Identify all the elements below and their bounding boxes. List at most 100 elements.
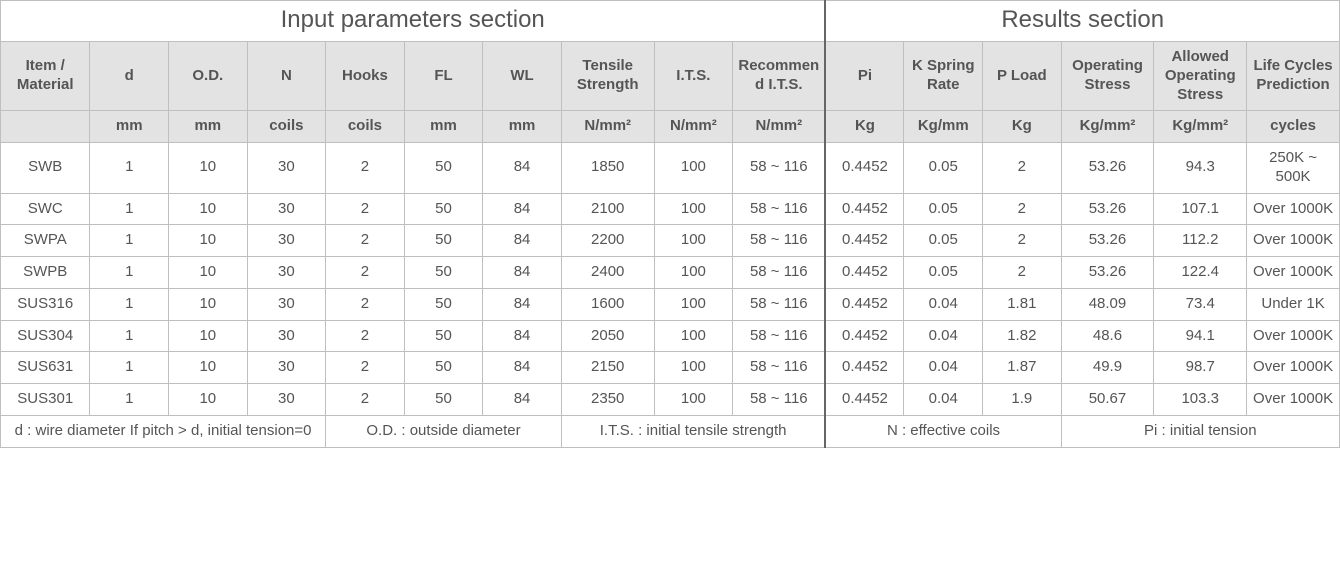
header-allowed-operating-stress: Allowed Operating Stress (1154, 42, 1247, 111)
table-cell: Over 1000K (1247, 193, 1340, 225)
table-cell: 100 (654, 288, 733, 320)
unit-op-stress: Kg/mm² (1061, 111, 1154, 143)
table-cell: 0.4452 (825, 257, 904, 289)
table-cell: 0.4452 (825, 384, 904, 416)
table-cell: 50 (404, 225, 483, 257)
table-cell: Over 1000K (1247, 225, 1340, 257)
table-cell: 122.4 (1154, 257, 1247, 289)
header-life-cycles: Life Cycles Prediction (1247, 42, 1340, 111)
table-cell: 1.81 (983, 288, 1062, 320)
units-row: mm mm coils coils mm mm N/mm² N/mm² N/mm… (1, 111, 1340, 143)
table-cell: Over 1000K (1247, 257, 1340, 289)
footnote-pi: Pi : initial tension (1061, 415, 1339, 447)
table-cell: SUS631 (1, 352, 90, 384)
table-cell: 2 (326, 257, 405, 289)
header-hooks: Hooks (326, 42, 405, 111)
table-cell: 50.67 (1061, 384, 1154, 416)
table-cell: 10 (169, 320, 248, 352)
table-row: SUS3041103025084205010058 ~ 1160.44520.0… (1, 320, 1340, 352)
table-cell: 84 (483, 143, 562, 194)
table-cell: 1 (90, 143, 169, 194)
unit-fl: mm (404, 111, 483, 143)
results-section-title: Results section (825, 1, 1339, 42)
unit-n: coils (247, 111, 326, 143)
table-cell: Under 1K (1247, 288, 1340, 320)
table-cell: 84 (483, 384, 562, 416)
table-cell: 30 (247, 352, 326, 384)
table-cell: 0.4452 (825, 288, 904, 320)
table-cell: 100 (654, 352, 733, 384)
table-cell: 84 (483, 257, 562, 289)
table-cell: 100 (654, 193, 733, 225)
table-cell: 30 (247, 288, 326, 320)
unit-item (1, 111, 90, 143)
table-row: SUS3011103025084235010058 ~ 1160.44520.0… (1, 384, 1340, 416)
table-cell: SWB (1, 143, 90, 194)
table-cell: 58 ~ 116 (733, 225, 826, 257)
table-cell: 50 (404, 193, 483, 225)
table-cell: 94.1 (1154, 320, 1247, 352)
header-tensile-strength: Tensile Strength (561, 42, 654, 111)
table-cell: 0.04 (904, 384, 983, 416)
table-cell: SUS304 (1, 320, 90, 352)
table-row: SUS6311103025084215010058 ~ 1160.44520.0… (1, 352, 1340, 384)
table-cell: 1.82 (983, 320, 1062, 352)
table-cell: Over 1000K (1247, 320, 1340, 352)
table-cell: 112.2 (1154, 225, 1247, 257)
table-cell: 58 ~ 116 (733, 288, 826, 320)
table-cell: 84 (483, 288, 562, 320)
header-pi: Pi (825, 42, 904, 111)
table-cell: 30 (247, 257, 326, 289)
table-cell: 1.87 (983, 352, 1062, 384)
table-cell: 30 (247, 320, 326, 352)
table-cell: 0.04 (904, 320, 983, 352)
footnote-its: I.T.S. : initial tensile strength (561, 415, 825, 447)
table-cell: 53.26 (1061, 225, 1154, 257)
table-cell: 100 (654, 320, 733, 352)
table-cell: 2400 (561, 257, 654, 289)
unit-its: N/mm² (654, 111, 733, 143)
table-cell: 1 (90, 320, 169, 352)
unit-d: mm (90, 111, 169, 143)
table-cell: 58 ~ 116 (733, 352, 826, 384)
footnote-d: d : wire diameter If pitch > d, initial … (1, 415, 326, 447)
unit-tensile: N/mm² (561, 111, 654, 143)
table-cell: 53.26 (1061, 143, 1154, 194)
table-cell: 98.7 (1154, 352, 1247, 384)
table-cell: SWPA (1, 225, 90, 257)
table-cell: 30 (247, 193, 326, 225)
table-cell: Over 1000K (1247, 384, 1340, 416)
table-cell: 1 (90, 288, 169, 320)
table-cell: 0.05 (904, 143, 983, 194)
table-cell: 0.4452 (825, 352, 904, 384)
table-cell: 10 (169, 257, 248, 289)
table-row: SWPB1103025084240010058 ~ 1160.44520.052… (1, 257, 1340, 289)
input-section-title: Input parameters section (1, 1, 826, 42)
table-cell: 2 (326, 288, 405, 320)
table-cell: 48.09 (1061, 288, 1154, 320)
table-cell: 58 ~ 116 (733, 320, 826, 352)
table-cell: 250K ~ 500K (1247, 143, 1340, 194)
header-row: Item / Material d O.D. N Hooks FL WL Ten… (1, 42, 1340, 111)
header-operating-stress: Operating Stress (1061, 42, 1154, 111)
table-row: SWC1103025084210010058 ~ 1160.44520.0525… (1, 193, 1340, 225)
table-cell: 58 ~ 116 (733, 143, 826, 194)
table-cell: 103.3 (1154, 384, 1247, 416)
table-cell: 58 ~ 116 (733, 193, 826, 225)
table-cell: 2350 (561, 384, 654, 416)
table-cell: 1 (90, 257, 169, 289)
header-fl: FL (404, 42, 483, 111)
header-p-load: P Load (983, 42, 1062, 111)
table-cell: 0.05 (904, 225, 983, 257)
header-d: d (90, 42, 169, 111)
table-cell: 2 (983, 225, 1062, 257)
table-cell: 2 (326, 143, 405, 194)
table-cell: Over 1000K (1247, 352, 1340, 384)
table-cell: 10 (169, 225, 248, 257)
table-cell: 2 (326, 384, 405, 416)
header-od: O.D. (169, 42, 248, 111)
table-cell: 10 (169, 143, 248, 194)
header-k-spring-rate: K Spring Rate (904, 42, 983, 111)
unit-wl: mm (483, 111, 562, 143)
table-cell: 58 ~ 116 (733, 384, 826, 416)
